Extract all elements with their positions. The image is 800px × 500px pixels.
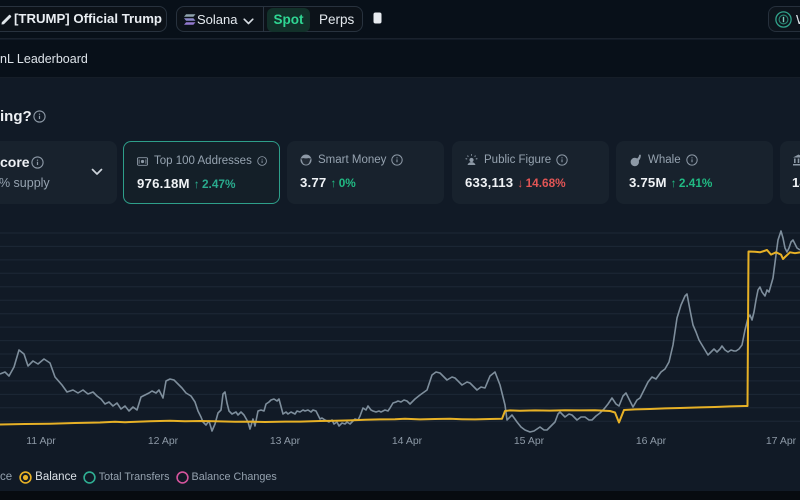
svg-text:17 Apr: 17 Apr bbox=[766, 435, 797, 447]
svg-text:16 Apr: 16 Apr bbox=[636, 435, 667, 447]
svg-text:13 Apr: 13 Apr bbox=[270, 435, 301, 447]
svg-text:15 Apr: 15 Apr bbox=[514, 435, 545, 447]
svg-text:11 Apr: 11 Apr bbox=[26, 435, 56, 447]
svg-text:14 Apr: 14 Apr bbox=[392, 435, 423, 447]
svg-text:12 Apr: 12 Apr bbox=[148, 435, 179, 447]
